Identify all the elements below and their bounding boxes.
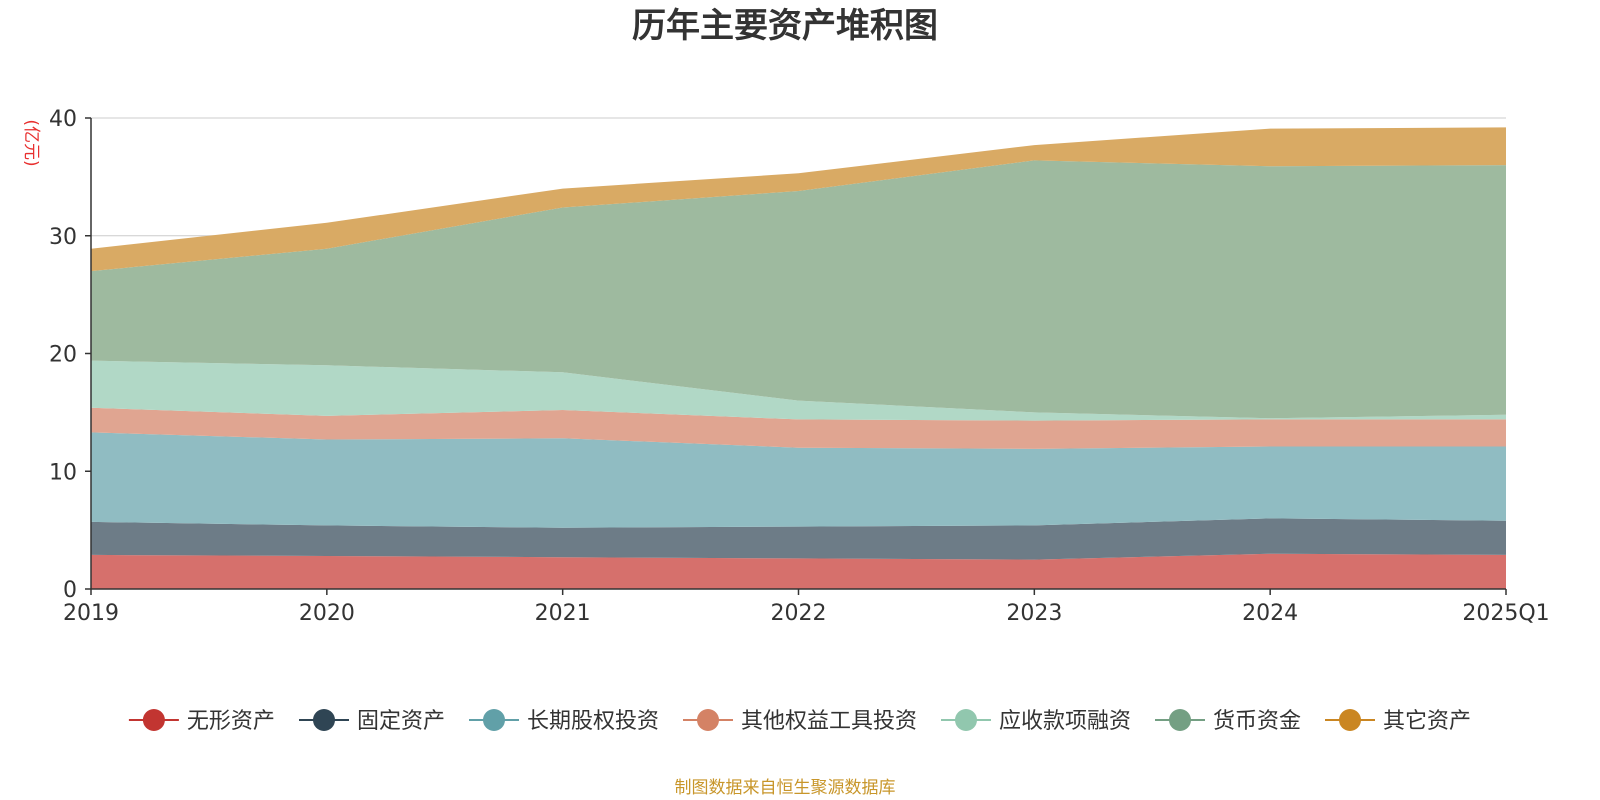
legend-marker-0 bbox=[142, 709, 165, 731]
y-tick-label-10: 10 bbox=[49, 460, 77, 485]
y-tick-label-20: 20 bbox=[49, 343, 77, 368]
x-tick-label-6: 2025Q1 bbox=[1462, 601, 1549, 626]
x-tick-label-4: 2023 bbox=[1006, 601, 1062, 626]
legend-label-1: 固定资产 bbox=[357, 709, 445, 734]
legend-item-6[interactable]: 其它资产 bbox=[1325, 709, 1471, 734]
legend-item-0[interactable]: 无形资产 bbox=[128, 709, 275, 734]
legend-item-4[interactable]: 应收款项融资 bbox=[941, 709, 1131, 734]
legend-marker-5 bbox=[1169, 709, 1191, 731]
area-series-4[interactable] bbox=[91, 360, 1506, 421]
area-series-5[interactable] bbox=[91, 160, 1506, 419]
legend-marker-3 bbox=[697, 709, 719, 731]
legend-label-5: 货币资金 bbox=[1213, 709, 1301, 734]
legend-marker-2 bbox=[483, 709, 505, 731]
legend: 无形资产 固定资产 长期股权投资 其他权益工具投资 应收款项融资 货币资金 其它资产 bbox=[128, 709, 1471, 734]
legend-label-6: 其它资产 bbox=[1383, 709, 1471, 734]
legend-label-4: 应收款项融资 bbox=[999, 709, 1131, 734]
area-series-group bbox=[91, 127, 1506, 589]
area-series-6[interactable] bbox=[91, 127, 1506, 272]
y-axis-unit-label: (亿元) bbox=[21, 119, 41, 166]
axes: 0 10 20 30 40 2019 2020 2021 2022 2023 2024 2025Q1 bbox=[49, 107, 1550, 626]
legend-marker-1 bbox=[313, 709, 335, 731]
legend-label-3: 其他权益工具投资 bbox=[741, 709, 917, 734]
y-tick-label-40: 40 bbox=[49, 107, 77, 132]
legend-item-2[interactable]: 长期股权投资 bbox=[469, 709, 659, 734]
legend-marker-6 bbox=[1339, 709, 1361, 731]
area-series-2[interactable] bbox=[91, 432, 1506, 528]
area-series-0[interactable] bbox=[91, 553, 1506, 589]
area-series-1[interactable] bbox=[91, 518, 1506, 560]
legend-item-3[interactable]: 其他权益工具投资 bbox=[683, 709, 917, 734]
legend-item-5[interactable]: 货币资金 bbox=[1155, 709, 1301, 734]
legend-marker-4 bbox=[955, 709, 977, 731]
legend-label-2: 长期股权投资 bbox=[527, 709, 659, 734]
y-tick-label-30: 30 bbox=[49, 225, 77, 250]
x-tick-label-1: 2020 bbox=[299, 601, 355, 626]
x-tick-label-5: 2024 bbox=[1242, 601, 1298, 626]
data-source-note: 制图数据来自恒生聚源数据库 bbox=[675, 778, 896, 798]
area-series-3[interactable] bbox=[91, 407, 1506, 449]
legend-label-0: 无形资产 bbox=[187, 709, 275, 734]
legend-item-1[interactable]: 固定资产 bbox=[299, 709, 445, 734]
y-tick-label-0: 0 bbox=[63, 578, 77, 603]
chart-title: 历年主要资产堆积图 bbox=[632, 6, 938, 46]
x-tick-label-2: 2021 bbox=[535, 601, 591, 626]
x-tick-label-3: 2022 bbox=[771, 601, 827, 626]
x-tick-label-0: 2019 bbox=[63, 601, 119, 626]
